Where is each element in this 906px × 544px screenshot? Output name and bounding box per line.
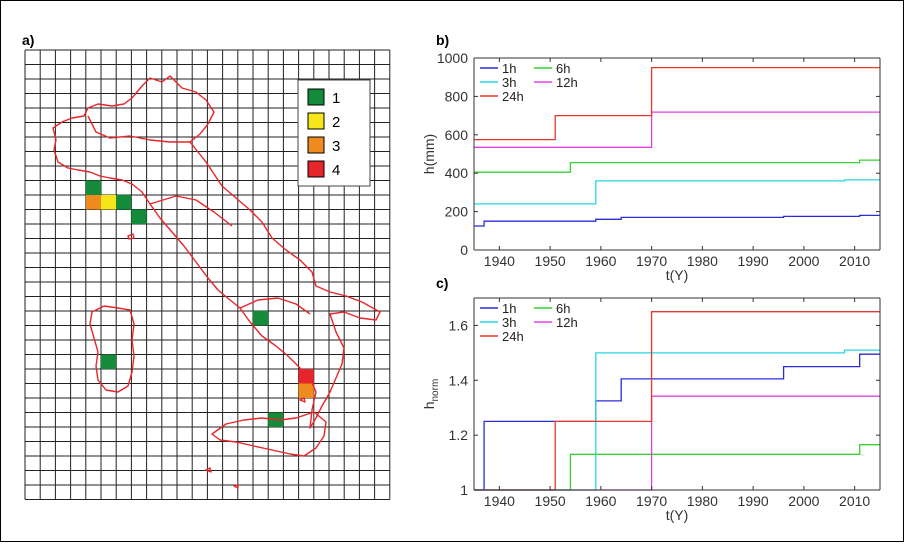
highlight-cell [298, 369, 314, 384]
x-tick-label: 1970 [636, 253, 667, 269]
highlight-cell [101, 195, 117, 210]
legend-label: 1 [332, 90, 340, 107]
island-elba [127, 233, 135, 240]
legend-swatch [307, 160, 325, 178]
x-tick-label: 1980 [687, 493, 718, 509]
x-tick-label: 1950 [535, 493, 566, 509]
x-tick-label: 1990 [738, 493, 769, 509]
legend-label-1h: 1h [502, 61, 516, 76]
x-tick-label: 1940 [484, 253, 515, 269]
legend-label: 4 [332, 162, 340, 179]
highlight-cell [85, 195, 101, 210]
peninsula-outline [52, 75, 381, 429]
series-line-3h [474, 179, 880, 205]
highlight-cell [253, 311, 269, 326]
y-axis-label: h(mm) [421, 134, 437, 174]
x-tick-label: 1990 [738, 253, 769, 269]
highlight-cell [101, 354, 117, 369]
x-tick-label: 1950 [535, 253, 566, 269]
y-tick-label: 1.4 [449, 372, 469, 388]
plot-area [474, 298, 880, 490]
series-line-12h [474, 111, 880, 148]
legend-label-24h: 24h [502, 329, 524, 344]
highlight-cell [85, 180, 101, 195]
panel-a-label: a) [22, 32, 35, 48]
legend-label: 2 [332, 114, 340, 131]
legend-label: 3 [332, 138, 340, 155]
y-axis-label: hnorm [421, 379, 441, 410]
x-tick-label: 2000 [788, 253, 819, 269]
x-axis-label: t(Y) [666, 267, 689, 283]
x-tick-label: 2010 [839, 253, 870, 269]
series-line-1h [474, 353, 880, 491]
y-tick-label: 1 [460, 482, 468, 498]
region-line-center [149, 195, 233, 227]
legend-label-24h: 24h [502, 89, 524, 104]
x-tick-label: 1960 [585, 253, 616, 269]
x-tick-label: 1970 [636, 493, 667, 509]
highlight-cell [131, 209, 147, 224]
legend-label-1h: 1h [502, 301, 516, 316]
chart-c: 1940 1950 1960 1970 1980 1990 2000 2010 1 1.2 1.4 1… [421, 297, 881, 523]
y-tick-label: 800 [445, 88, 469, 104]
legend-label-6h: 6h [556, 301, 570, 316]
sicily-outline [211, 411, 327, 457]
sardinia-outline [89, 305, 135, 393]
series-line-6h [474, 159, 880, 173]
legend-label-12h: 12h [556, 75, 578, 90]
map-cells [85, 180, 314, 427]
legend-label-3h: 3h [502, 315, 516, 330]
y-tick-label: 1.6 [449, 317, 469, 333]
italy-outline [52, 75, 381, 489]
legend-label-6h: 6h [556, 61, 570, 76]
region-line-south [239, 297, 311, 315]
x-tick-label: 1940 [484, 493, 515, 509]
legend-label-3h: 3h [502, 75, 516, 90]
island-pantelleria [205, 467, 212, 473]
y-tick-label: 0 [460, 242, 468, 258]
y-tick-label: 600 [445, 127, 469, 143]
legend-label-12h: 12h [556, 315, 578, 330]
island-lampedusa [233, 484, 239, 489]
panel-c-label: c) [436, 275, 449, 291]
legend-swatch [307, 136, 325, 154]
y-axis-label-subscript: norm [430, 379, 441, 402]
series-line-1h [474, 214, 880, 227]
x-tick-label: 1980 [687, 253, 718, 269]
highlight-cell [298, 383, 314, 398]
x-axis-label: t(Y) [666, 507, 689, 523]
map-legend: 1 2 3 4 [297, 79, 371, 187]
panel-b-label: b) [436, 32, 450, 48]
region-line-north [87, 115, 190, 143]
y-tick-label: 1.2 [449, 427, 469, 443]
x-tick-label: 2010 [839, 493, 870, 509]
y-tick-label: 1000 [437, 50, 468, 66]
x-tick-label: 2000 [788, 493, 819, 509]
highlight-cell [116, 195, 132, 210]
legend-swatch [307, 112, 325, 130]
legend-swatch [307, 88, 325, 106]
island-aeolian [299, 397, 306, 403]
y-tick-label: 200 [445, 204, 469, 220]
chart-b: 1940 1950 1960 1970 1980 1990 2000 2010 0 200 400 6… [421, 50, 881, 283]
y-tick-label: 400 [445, 165, 469, 181]
series-line-24h [474, 66, 880, 141]
x-tick-label: 1960 [585, 493, 616, 509]
